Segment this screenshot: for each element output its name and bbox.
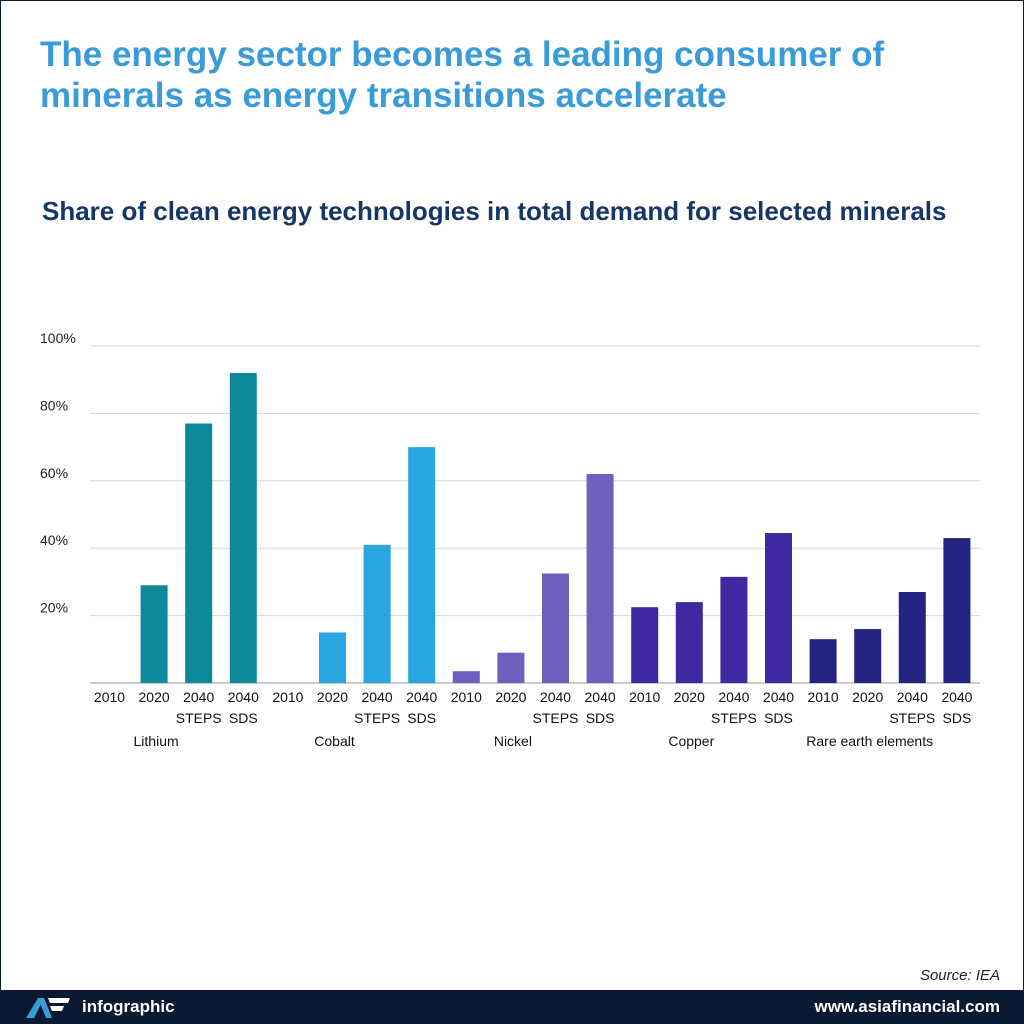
y-tick-label: 100% [40,330,76,346]
x-tick-sublabel: SDS [943,710,972,726]
x-tick-label: 2040 [585,689,616,705]
bar [631,607,659,683]
x-tick-label: 2010 [808,689,839,705]
bar [854,629,882,683]
x-tick-sublabel: STEPS [176,710,222,726]
x-tick-label: 2040 [362,689,393,705]
category-label: Cobalt [314,733,355,749]
x-tick-label: 2020 [317,689,348,705]
bar [809,639,837,683]
x-tick-sublabel: STEPS [354,710,400,726]
x-tick-sublabel: SDS [407,710,436,726]
bar [319,632,346,683]
bar [140,585,168,683]
bar [765,533,792,683]
x-tick-label: 2040 [406,689,437,705]
x-tick-sublabel: SDS [764,710,793,726]
bar [408,447,436,683]
x-tick-label: 2020 [852,689,883,705]
y-tick-label: 60% [40,465,68,481]
y-tick-label: 40% [40,532,68,548]
bar [185,423,213,683]
category-label: Copper [668,733,714,749]
x-tick-sublabel: SDS [229,710,258,726]
bar [363,544,391,683]
x-tick-label: 2040 [540,689,571,705]
x-tick-sublabel: SDS [586,710,615,726]
y-tick-label: 20% [40,600,68,616]
headline: The energy sector becomes a leading cons… [40,35,885,115]
x-tick-label: 2040 [718,689,749,705]
bar [542,573,569,683]
source-note: Source: IEA [919,967,1000,984]
af-logo-icon [26,998,70,1018]
x-tick-label: 2010 [272,689,303,705]
chart-title: Share of clean energy technologies in to… [42,196,947,226]
bar [675,602,703,683]
x-tick-label: 2040 [897,689,928,705]
bar [497,652,525,683]
bar [229,372,257,683]
x-tick-sublabel: STEPS [533,710,579,726]
x-tick-label: 2010 [629,689,660,705]
bar [943,538,971,683]
x-tick-label: 2020 [495,689,526,705]
y-tick-label: 80% [40,397,68,413]
x-tick-label: 2040 [941,689,972,705]
x-tick-sublabel: STEPS [711,710,757,726]
footer-bar: infographic www.asiafinancial.com [0,990,1024,1024]
bar [720,576,748,683]
x-tick-label: 2010 [94,689,125,705]
x-tick-label: 2040 [763,689,794,705]
footer-website: www.asiafinancial.com [814,997,1001,1016]
category-label: Rare earth elements [806,733,933,749]
bar [586,474,614,683]
bar [452,671,480,683]
x-tick-label: 2040 [228,689,259,705]
category-label: Lithium [134,733,179,749]
bar [898,592,926,683]
x-tick-label: 2040 [183,689,214,705]
x-tick-label: 2010 [451,689,482,705]
category-label: Nickel [494,733,532,749]
footer-brand: infographic [82,997,175,1016]
bar-chart: 100% 80% 60% 40% 20% 2010 2020 2040 STEPS 2040 SDS… [40,330,980,749]
x-tick-sublabel: STEPS [889,710,935,726]
x-tick-label: 2020 [139,689,170,705]
x-tick-label: 2020 [674,689,705,705]
